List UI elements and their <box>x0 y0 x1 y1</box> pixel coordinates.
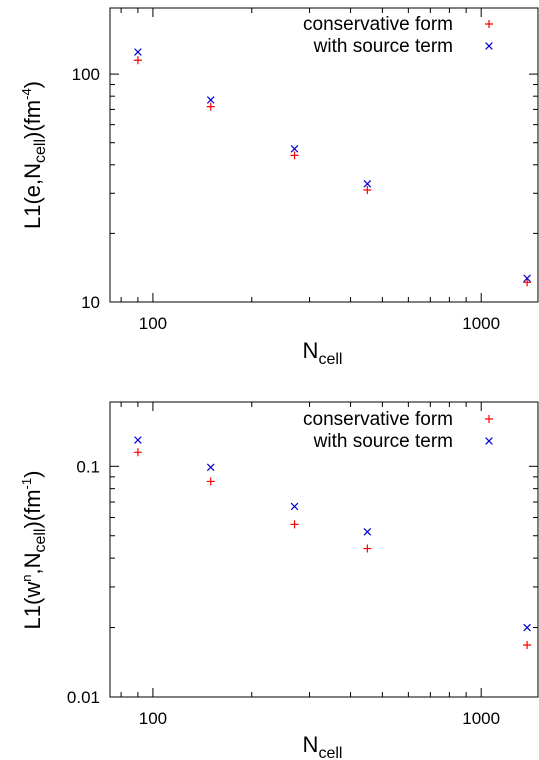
data-point <box>290 502 299 511</box>
x-tick-label: 1000 <box>462 314 500 333</box>
legend-marker <box>485 415 493 423</box>
data-point <box>133 448 142 457</box>
data-point <box>523 641 532 650</box>
chart-panel-1: 10 100 100 1000 Ncell L1(e,Ncell)(fm-4) conser… <box>19 7 539 368</box>
legend-label: with source term <box>313 36 453 57</box>
data-point <box>363 544 372 553</box>
plot-frame <box>109 401 539 698</box>
plot-frame <box>109 7 539 303</box>
legend-marker <box>485 437 493 445</box>
data-point <box>523 278 532 287</box>
data-point <box>523 274 531 283</box>
data-point <box>363 527 372 536</box>
data-point <box>134 436 142 444</box>
data-point <box>206 477 215 486</box>
x-tick-label: 1000 <box>462 709 500 728</box>
data-point <box>290 520 299 529</box>
data-point <box>134 48 142 56</box>
data-point <box>206 96 215 104</box>
y-tick-label: 100 <box>72 65 100 84</box>
y-axis-label: L1(wn,Ncell)(fm-1) <box>19 471 49 630</box>
data-point <box>363 186 372 195</box>
data-point <box>206 102 215 111</box>
y-tick-label: 0.01 <box>67 688 100 707</box>
legend-marker <box>485 20 493 28</box>
y-axis-label: L1(e,Ncell)(fm-4) <box>19 81 49 229</box>
x-tick-label: 100 <box>139 314 167 333</box>
x-axis-label: Ncell <box>303 732 343 760</box>
legend-marker <box>485 42 493 50</box>
x-axis-label: Ncell <box>303 338 343 368</box>
legend-label: conservative form <box>303 14 453 35</box>
y-tick-label: 0.1 <box>76 457 100 476</box>
data-point <box>206 463 215 472</box>
data-point <box>290 151 299 160</box>
legend-label: conservative form <box>303 409 453 430</box>
data-point <box>363 180 372 188</box>
data-point <box>133 56 142 65</box>
x-tick-label: 100 <box>139 709 167 728</box>
data-point <box>523 623 531 632</box>
data-point <box>290 145 299 153</box>
chart-panel-2: 0.01 0.1 100 1000 Ncell L1(wn,Ncell)(fm-1) con… <box>19 401 539 760</box>
legend-label: with source term <box>313 431 453 452</box>
y-tick-label: 10 <box>81 293 100 312</box>
